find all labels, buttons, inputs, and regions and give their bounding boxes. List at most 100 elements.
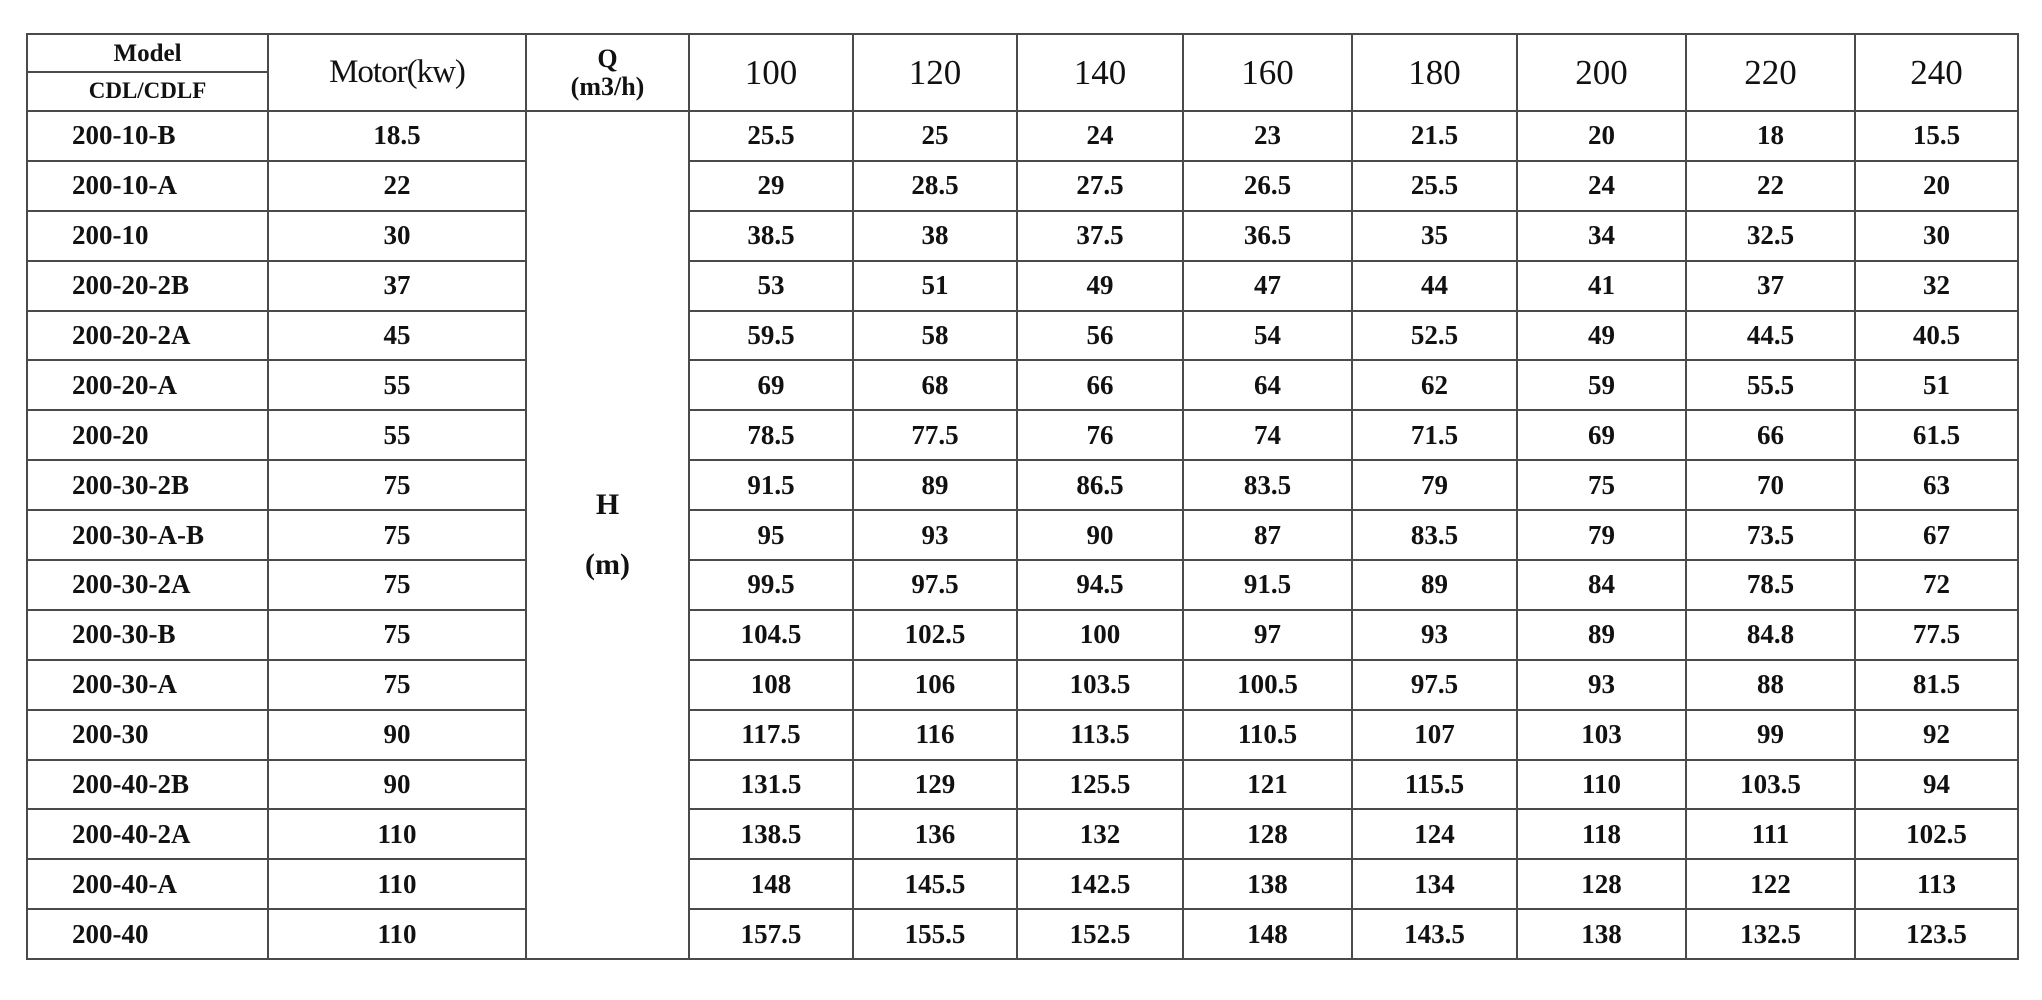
head-value-cell: 20 — [1516, 110, 1687, 162]
head-value-cell: 18 — [1685, 110, 1856, 162]
head-value-cell: 143.5 — [1351, 908, 1518, 961]
head-value-cell: 27.5 — [1016, 159, 1184, 212]
flow-label: Q — [597, 43, 618, 73]
head-value-cell: 32 — [1854, 259, 2019, 312]
head-value-cell: 94 — [1854, 758, 2019, 811]
head-value-cell: 99 — [1685, 708, 1856, 761]
flow-unit: (m3/h) — [570, 71, 645, 101]
head-value-cell: 75 — [1516, 459, 1687, 512]
motor-cell: 75 — [267, 559, 527, 611]
head-value-cell: 58 — [852, 309, 1018, 362]
head-label-cell: H (m) — [525, 109, 690, 961]
table-row: 200-10-B 18.5 H (m) 25.5 25 24 23 21.5 20 18 15.5 — [26, 109, 2019, 961]
head-value-cell: 148 — [688, 858, 854, 911]
head-value-cell: 128 — [1516, 858, 1687, 911]
head-value-cell: 26.5 — [1182, 159, 1353, 212]
model-cell: 200-30-A-B — [26, 509, 269, 562]
head-value-cell: 102.5 — [1854, 808, 2019, 861]
head-value-cell: 66 — [1685, 409, 1856, 462]
head-value-cell: 72 — [1854, 559, 2019, 611]
head-value-cell: 117.5 — [688, 708, 854, 761]
head-value-cell: 93 — [1516, 658, 1687, 711]
flow-column-header: 160 — [1182, 33, 1353, 112]
head-value-cell: 134 — [1351, 858, 1518, 911]
head-value-cell: 74 — [1182, 409, 1353, 462]
head-value-cell: 95 — [688, 509, 854, 562]
model-cell: 200-30-2B — [26, 459, 269, 512]
head-value-cell: 47 — [1182, 259, 1353, 312]
flow-column-header: 220 — [1685, 33, 1856, 112]
table-row: 200-10-A 22 29 28.5 27.5 26.5 25.5 24 22 20 — [26, 159, 2019, 212]
head-value-cell: 108 — [688, 658, 854, 711]
head-value-cell: 25.5 — [1351, 159, 1518, 212]
motor-cell: 55 — [267, 409, 527, 462]
head-value-cell: 55.5 — [1685, 359, 1856, 412]
head-value-cell: 100.5 — [1182, 658, 1353, 711]
head-value-cell: 28.5 — [852, 159, 1018, 212]
head-value-cell: 84 — [1516, 559, 1687, 611]
model-cell: 200-30-B — [26, 608, 269, 661]
head-value-cell: 64 — [1182, 359, 1353, 412]
head-value-cell: 44 — [1351, 259, 1518, 312]
head-value-cell: 93 — [852, 509, 1018, 562]
series-label: CDL/CDLF — [88, 78, 207, 103]
model-cell: 200-40-2B — [26, 758, 269, 811]
motor-cell: 75 — [267, 608, 527, 661]
head-value-cell: 128 — [1182, 808, 1353, 861]
model-cell: 200-20 — [26, 409, 269, 462]
head-value-cell: 59 — [1516, 359, 1687, 412]
table-row: 200-40-2B 90 131.5 129 125.5 121 115.5 110 103.5… — [26, 758, 2019, 811]
head-value-cell: 110 — [1516, 758, 1687, 811]
head-value-cell: 103 — [1516, 708, 1687, 761]
head-value-cell: 41 — [1516, 259, 1687, 312]
head-value-cell: 102.5 — [852, 608, 1018, 661]
table-row: 200-20 55 78.5 77.5 76 74 71.5 69 66 61.5 — [26, 409, 2019, 462]
motor-cell: 75 — [267, 459, 527, 512]
model-cell: 200-40-2A — [26, 808, 269, 861]
head-value-cell: 49 — [1016, 259, 1184, 312]
model-cell: 200-10-A — [26, 159, 269, 212]
model-cell: 200-10 — [26, 209, 269, 262]
motor-cell: 110 — [267, 808, 527, 861]
head-value-cell: 32.5 — [1685, 209, 1856, 262]
head-value-cell: 30 — [1854, 209, 2019, 262]
head-value-cell: 131.5 — [688, 758, 854, 811]
model-cell: 200-30 — [26, 708, 269, 761]
head-value-cell: 35 — [1351, 209, 1518, 262]
head-value-cell: 56 — [1016, 309, 1184, 362]
head-value-cell: 103.5 — [1016, 658, 1184, 711]
head-value-cell: 132.5 — [1685, 908, 1856, 961]
flow-column-header: 240 — [1854, 33, 2019, 112]
head-value-cell: 63 — [1854, 459, 2019, 512]
head-value-cell: 79 — [1351, 459, 1518, 512]
model-cell: 200-40 — [26, 908, 269, 961]
model-cell: 200-20-A — [26, 359, 269, 412]
head-value-cell: 115.5 — [1351, 758, 1518, 811]
head-value-cell: 99.5 — [688, 559, 854, 611]
head-value-cell: 79 — [1516, 509, 1687, 562]
table-row: 200-30-2B 75 91.5 89 86.5 83.5 79 75 70 63 — [26, 459, 2019, 512]
head-value-cell: 23 — [1182, 110, 1353, 162]
table-row: 200-30-A 75 108 106 103.5 100.5 97.5 93 88 81.5 — [26, 658, 2019, 711]
head-value-cell: 52.5 — [1351, 309, 1518, 362]
head-value-cell: 121 — [1182, 758, 1353, 811]
head-value-cell: 62 — [1351, 359, 1518, 412]
head-value-cell: 68 — [852, 359, 1018, 412]
head-value-cell: 148 — [1182, 908, 1353, 961]
model-cell: 200-10-B — [26, 110, 269, 162]
head-value-cell: 123.5 — [1854, 908, 2019, 961]
head-value-cell: 90 — [1016, 509, 1184, 562]
motor-cell: 22 — [267, 159, 527, 212]
motor-cell: 45 — [267, 309, 527, 362]
head-value-cell: 22 — [1685, 159, 1856, 212]
head-value-cell: 73.5 — [1685, 509, 1856, 562]
head-value-cell: 78.5 — [688, 409, 854, 462]
head-value-cell: 88 — [1685, 658, 1856, 711]
motor-cell: 37 — [267, 259, 527, 312]
head-value-cell: 97 — [1182, 608, 1353, 661]
table-row: 200-30-B 75 104.5 102.5 100 97 93 89 84.8 77.5 — [26, 608, 2019, 661]
head-value-cell: 36.5 — [1182, 209, 1353, 262]
head-value-cell: 77.5 — [852, 409, 1018, 462]
table-row: 200-30-2A 75 99.5 97.5 94.5 91.5 89 84 78.5 72 — [26, 559, 2019, 611]
head-value-cell: 71.5 — [1351, 409, 1518, 462]
